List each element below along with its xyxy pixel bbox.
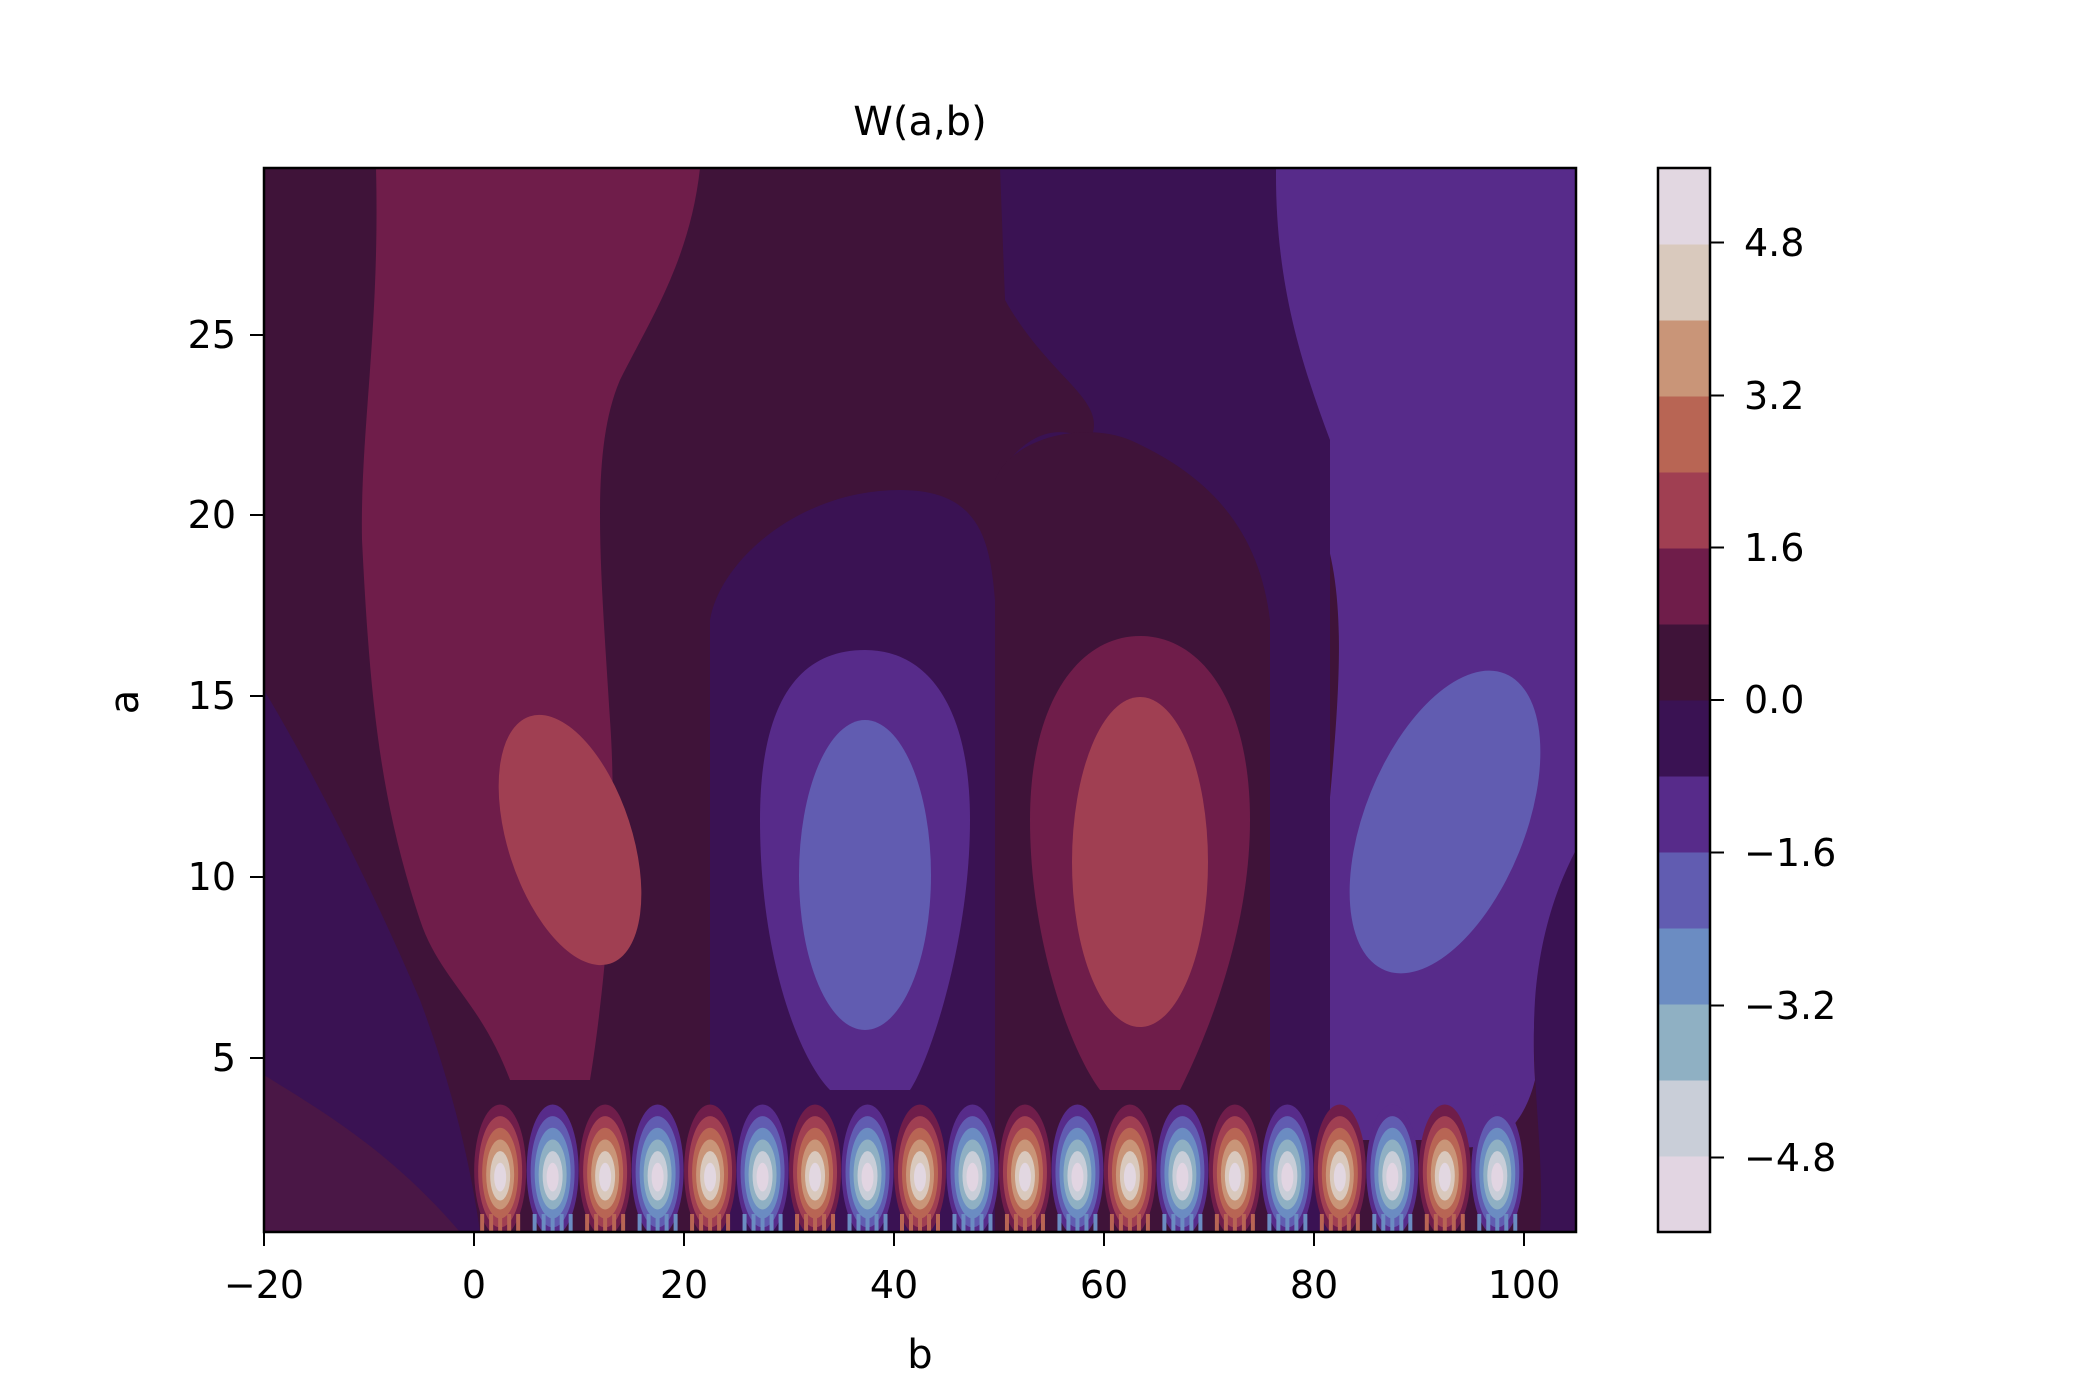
colorbar-band bbox=[1658, 700, 1710, 777]
contour-region-left-negative bbox=[264, 690, 480, 1232]
x-tick-label: 80 bbox=[1290, 1263, 1338, 1307]
colorbar-band bbox=[1658, 1080, 1710, 1157]
y-tick-label: 20 bbox=[188, 493, 236, 537]
x-tick-label: 100 bbox=[1488, 1263, 1561, 1307]
small-scale-lobe bbox=[631, 1104, 684, 1232]
colorbar-tick: 4.8 bbox=[1710, 221, 1804, 265]
y-tick: 5 bbox=[212, 1036, 264, 1080]
colorbar-tick: 1.6 bbox=[1710, 526, 1804, 570]
x-tick: 100 bbox=[1488, 1232, 1561, 1307]
y-tick-label: 25 bbox=[188, 313, 236, 357]
colorbar-band bbox=[1658, 548, 1710, 625]
contour-lobe-b62-positive bbox=[1072, 697, 1208, 1027]
plot-frame bbox=[262, 166, 1578, 1234]
contour-lobe-b11-positive bbox=[498, 714, 642, 966]
colorbar-tick: −1.6 bbox=[1710, 831, 1836, 875]
small-scale-lobe bbox=[1261, 1104, 1314, 1232]
colorbar-band bbox=[1658, 244, 1710, 321]
plot-area bbox=[264, 168, 1576, 1232]
x-tick-label: 60 bbox=[1080, 1263, 1128, 1307]
x-tick-label: 20 bbox=[660, 1263, 708, 1307]
colorbar-tick-label: −3.2 bbox=[1744, 984, 1836, 1028]
colorbar-band bbox=[1658, 928, 1710, 1005]
colorbar-tick-label: 0.0 bbox=[1744, 678, 1804, 722]
small-scale-lobe bbox=[789, 1104, 842, 1232]
chart-title: W(a,b) bbox=[853, 99, 986, 145]
y-tick: 25 bbox=[188, 313, 264, 357]
small-scale-lobe bbox=[1418, 1104, 1471, 1232]
colorbar: −4.8 −3.2 −1.6 0.0 1.6 3.2 4.8 bbox=[1656, 166, 1836, 1234]
small-scale-lobe bbox=[1313, 1104, 1366, 1232]
colorbar-tick: −4.8 bbox=[1710, 1136, 1836, 1180]
small-scale-lobe bbox=[579, 1104, 632, 1232]
x-tick: 40 bbox=[870, 1232, 918, 1307]
colorbar-band bbox=[1658, 168, 1710, 245]
colorbar-tick-label: −1.6 bbox=[1744, 831, 1836, 875]
colorbar-band bbox=[1658, 1156, 1710, 1233]
contour-lobe-b88-negative bbox=[1349, 670, 1541, 974]
small-scale-lobe bbox=[1103, 1104, 1156, 1232]
colorbar-band bbox=[1658, 396, 1710, 473]
contour-lobe-b36-negative bbox=[799, 720, 931, 1030]
colorbar-tick-label: 4.8 bbox=[1744, 221, 1804, 265]
small-scale-lobe bbox=[894, 1104, 946, 1232]
small-scale-lobe bbox=[998, 1104, 1051, 1232]
contour-region-left-corner bbox=[264, 1075, 460, 1232]
contour-region-right-edge-dark bbox=[1533, 850, 1576, 1232]
small-scale-lobe bbox=[946, 1104, 999, 1232]
x-axis-label: b bbox=[907, 1332, 932, 1378]
small-scale-lobe bbox=[1051, 1104, 1104, 1232]
small-scale-lobe bbox=[526, 1104, 579, 1232]
x-tick: −20 bbox=[224, 1232, 304, 1307]
colorbar-tick: 3.2 bbox=[1710, 374, 1804, 418]
small-scale-lobe bbox=[1156, 1104, 1209, 1232]
colorbar-tick-label: −4.8 bbox=[1744, 1136, 1836, 1180]
contour-region-upper-left-positive bbox=[361, 168, 700, 1080]
colorbar-bands bbox=[1658, 168, 1710, 1233]
y-tick: 10 bbox=[188, 855, 264, 899]
y-axis-label: a bbox=[102, 690, 148, 715]
colorbar-tick: −3.2 bbox=[1710, 984, 1836, 1028]
colorbar-tick-label: 3.2 bbox=[1744, 374, 1804, 418]
small-scale-lobe bbox=[736, 1104, 789, 1232]
colorbar-tick: 0.0 bbox=[1710, 678, 1804, 722]
small-scale-lobe-row bbox=[474, 1104, 1524, 1232]
x-tick-label: 0 bbox=[462, 1263, 486, 1307]
x-tick: 0 bbox=[462, 1232, 486, 1307]
small-scale-lobe bbox=[684, 1104, 737, 1232]
small-scale-lobe bbox=[1471, 1104, 1524, 1232]
x-tick-label: −20 bbox=[224, 1263, 304, 1307]
x-axis: −20 0 20 40 60 80 100 b bbox=[224, 1232, 1560, 1378]
x-tick: 80 bbox=[1290, 1232, 1338, 1307]
colorbar-band bbox=[1658, 776, 1710, 853]
colorbar-band bbox=[1658, 852, 1710, 929]
small-scale-lobe bbox=[1366, 1104, 1419, 1232]
small-scale-lobe bbox=[474, 1104, 527, 1232]
y-tick-label: 10 bbox=[188, 855, 236, 899]
colorbar-band bbox=[1658, 320, 1710, 397]
y-axis: 5 10 15 20 25 a bbox=[102, 313, 264, 1080]
x-tick-label: 40 bbox=[870, 1263, 918, 1307]
y-tick: 20 bbox=[188, 493, 264, 537]
colorbar-band bbox=[1658, 472, 1710, 549]
colorbar-band bbox=[1658, 624, 1710, 701]
x-tick: 20 bbox=[660, 1232, 708, 1307]
y-tick-label: 5 bbox=[212, 1036, 236, 1080]
small-scale-lobe bbox=[841, 1104, 894, 1232]
small-scale-lobe bbox=[1208, 1104, 1261, 1232]
y-tick-label: 15 bbox=[188, 674, 236, 718]
colorbar-tick-label: 1.6 bbox=[1744, 526, 1804, 570]
y-tick: 15 bbox=[188, 674, 264, 718]
colorbar-band bbox=[1658, 1004, 1710, 1081]
x-tick: 60 bbox=[1080, 1232, 1128, 1307]
